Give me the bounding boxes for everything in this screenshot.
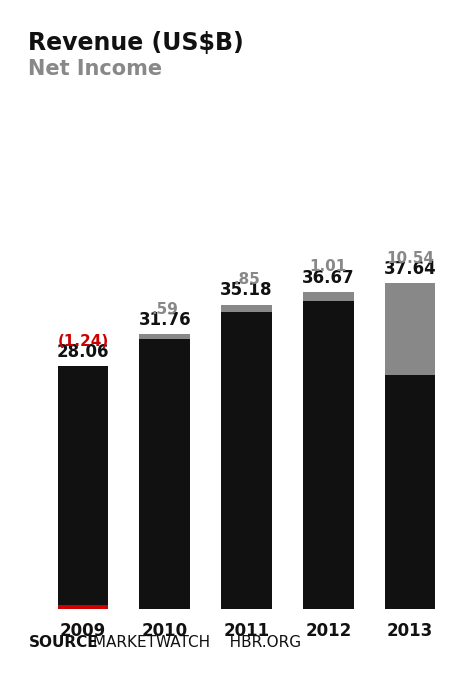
Text: MARKETWATCH    HBR.ORG: MARKETWATCH HBR.ORG bbox=[88, 635, 301, 650]
Text: 35.18: 35.18 bbox=[220, 282, 273, 300]
Bar bbox=[139, 339, 190, 609]
Bar bbox=[221, 312, 272, 609]
Text: 10.54: 10.54 bbox=[386, 251, 434, 266]
Bar bbox=[303, 300, 354, 609]
Text: 36.67: 36.67 bbox=[302, 268, 355, 286]
Text: .59: .59 bbox=[151, 302, 178, 317]
Text: 31.76: 31.76 bbox=[138, 311, 191, 329]
Text: 2009: 2009 bbox=[60, 622, 106, 640]
Text: .85: .85 bbox=[233, 273, 260, 287]
Text: 28.06: 28.06 bbox=[57, 343, 109, 361]
Bar bbox=[57, 605, 108, 609]
Text: 2012: 2012 bbox=[305, 622, 351, 640]
Bar bbox=[221, 304, 272, 312]
Bar bbox=[57, 366, 108, 609]
Text: 37.64: 37.64 bbox=[383, 260, 437, 278]
Text: 2011: 2011 bbox=[223, 622, 270, 640]
Text: (1.24): (1.24) bbox=[57, 334, 109, 349]
Text: 1.01: 1.01 bbox=[310, 260, 347, 275]
Bar bbox=[303, 292, 354, 300]
Bar bbox=[385, 284, 436, 374]
Text: Net Income: Net Income bbox=[28, 59, 163, 79]
Text: Revenue (US$B): Revenue (US$B) bbox=[28, 31, 244, 55]
Text: 2010: 2010 bbox=[142, 622, 188, 640]
Text: 2013: 2013 bbox=[387, 622, 433, 640]
Bar bbox=[139, 334, 190, 339]
Text: SOURCE: SOURCE bbox=[28, 635, 98, 650]
Bar bbox=[385, 374, 436, 609]
